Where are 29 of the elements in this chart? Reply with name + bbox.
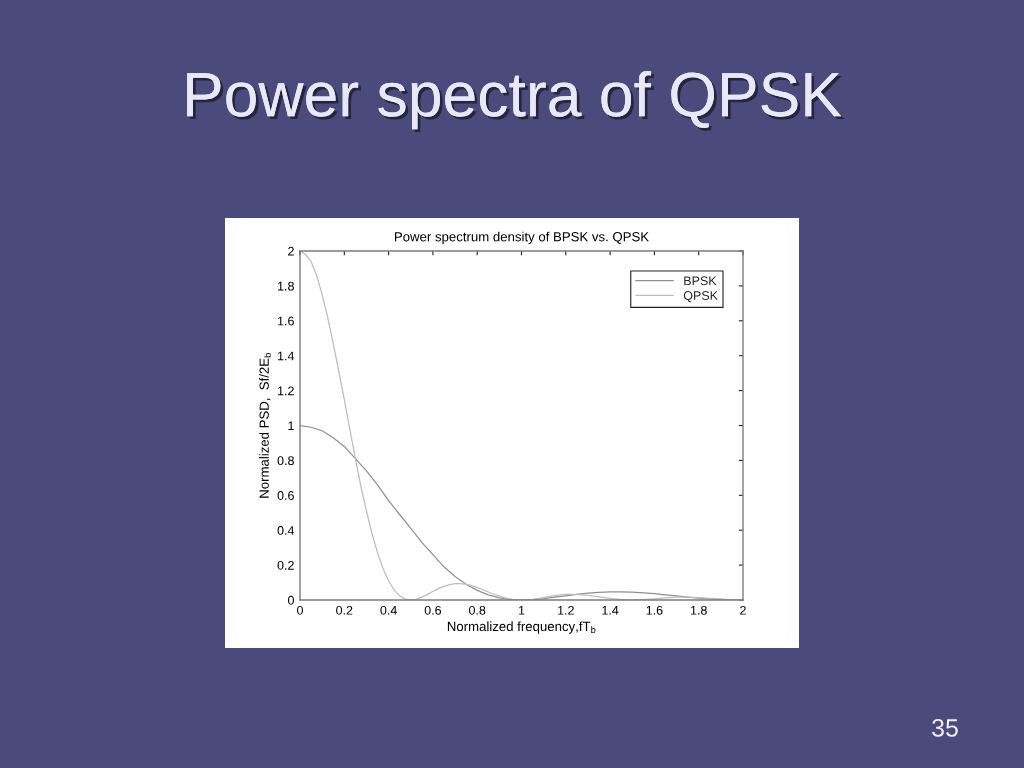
y-tick-label: 0.8 bbox=[277, 456, 294, 466]
x-axis-title: Normalized frequency,fT$_{b}$ bbox=[447, 621, 596, 634]
y-tick-label: 2 bbox=[288, 246, 294, 256]
y-tick-label: 1.6 bbox=[278, 316, 294, 326]
legend-label: QPSK bbox=[683, 291, 718, 303]
y-axis-title: Normalized PSD, Sf/2E$_{b}$ bbox=[259, 353, 271, 498]
y-tick-label: 0.6 bbox=[277, 491, 294, 500]
x-tick-label: 1.8 bbox=[690, 605, 707, 615]
x-tick-label: 0 bbox=[297, 605, 303, 615]
x-tick-label: 1 bbox=[518, 606, 525, 615]
x-tick-label: 2 bbox=[740, 605, 746, 615]
y-tick-label: 1 bbox=[288, 421, 294, 431]
x-tick-label: 1.6 bbox=[646, 605, 663, 615]
x-tick-label: 1.4 bbox=[602, 606, 619, 615]
y-tick-label: 1.2 bbox=[278, 386, 294, 396]
x-tick-label: 1.2 bbox=[558, 605, 574, 615]
x-tick-label: 0.8 bbox=[469, 605, 486, 615]
y-tick-label: 1.8 bbox=[278, 281, 294, 291]
y-tick-label: 0.2 bbox=[277, 560, 294, 570]
text: 35 bbox=[932, 719, 958, 737]
x-tick-label: 0.4 bbox=[380, 605, 397, 615]
y-tick-label: 0.4 bbox=[277, 526, 295, 535]
chart-subtitle: Power spectrum density of BPSK vs. QPSK bbox=[394, 231, 649, 245]
y-tick-label: 1.4 bbox=[278, 351, 295, 361]
chart-title: Power spectra of QPSK bbox=[187, 70, 845, 132]
legend-label: BPSK bbox=[684, 276, 717, 286]
y-tick-label: 0 bbox=[287, 595, 294, 605]
x-tick-label: 0.2 bbox=[336, 605, 353, 615]
x-tick-label: 0.6 bbox=[424, 605, 442, 615]
